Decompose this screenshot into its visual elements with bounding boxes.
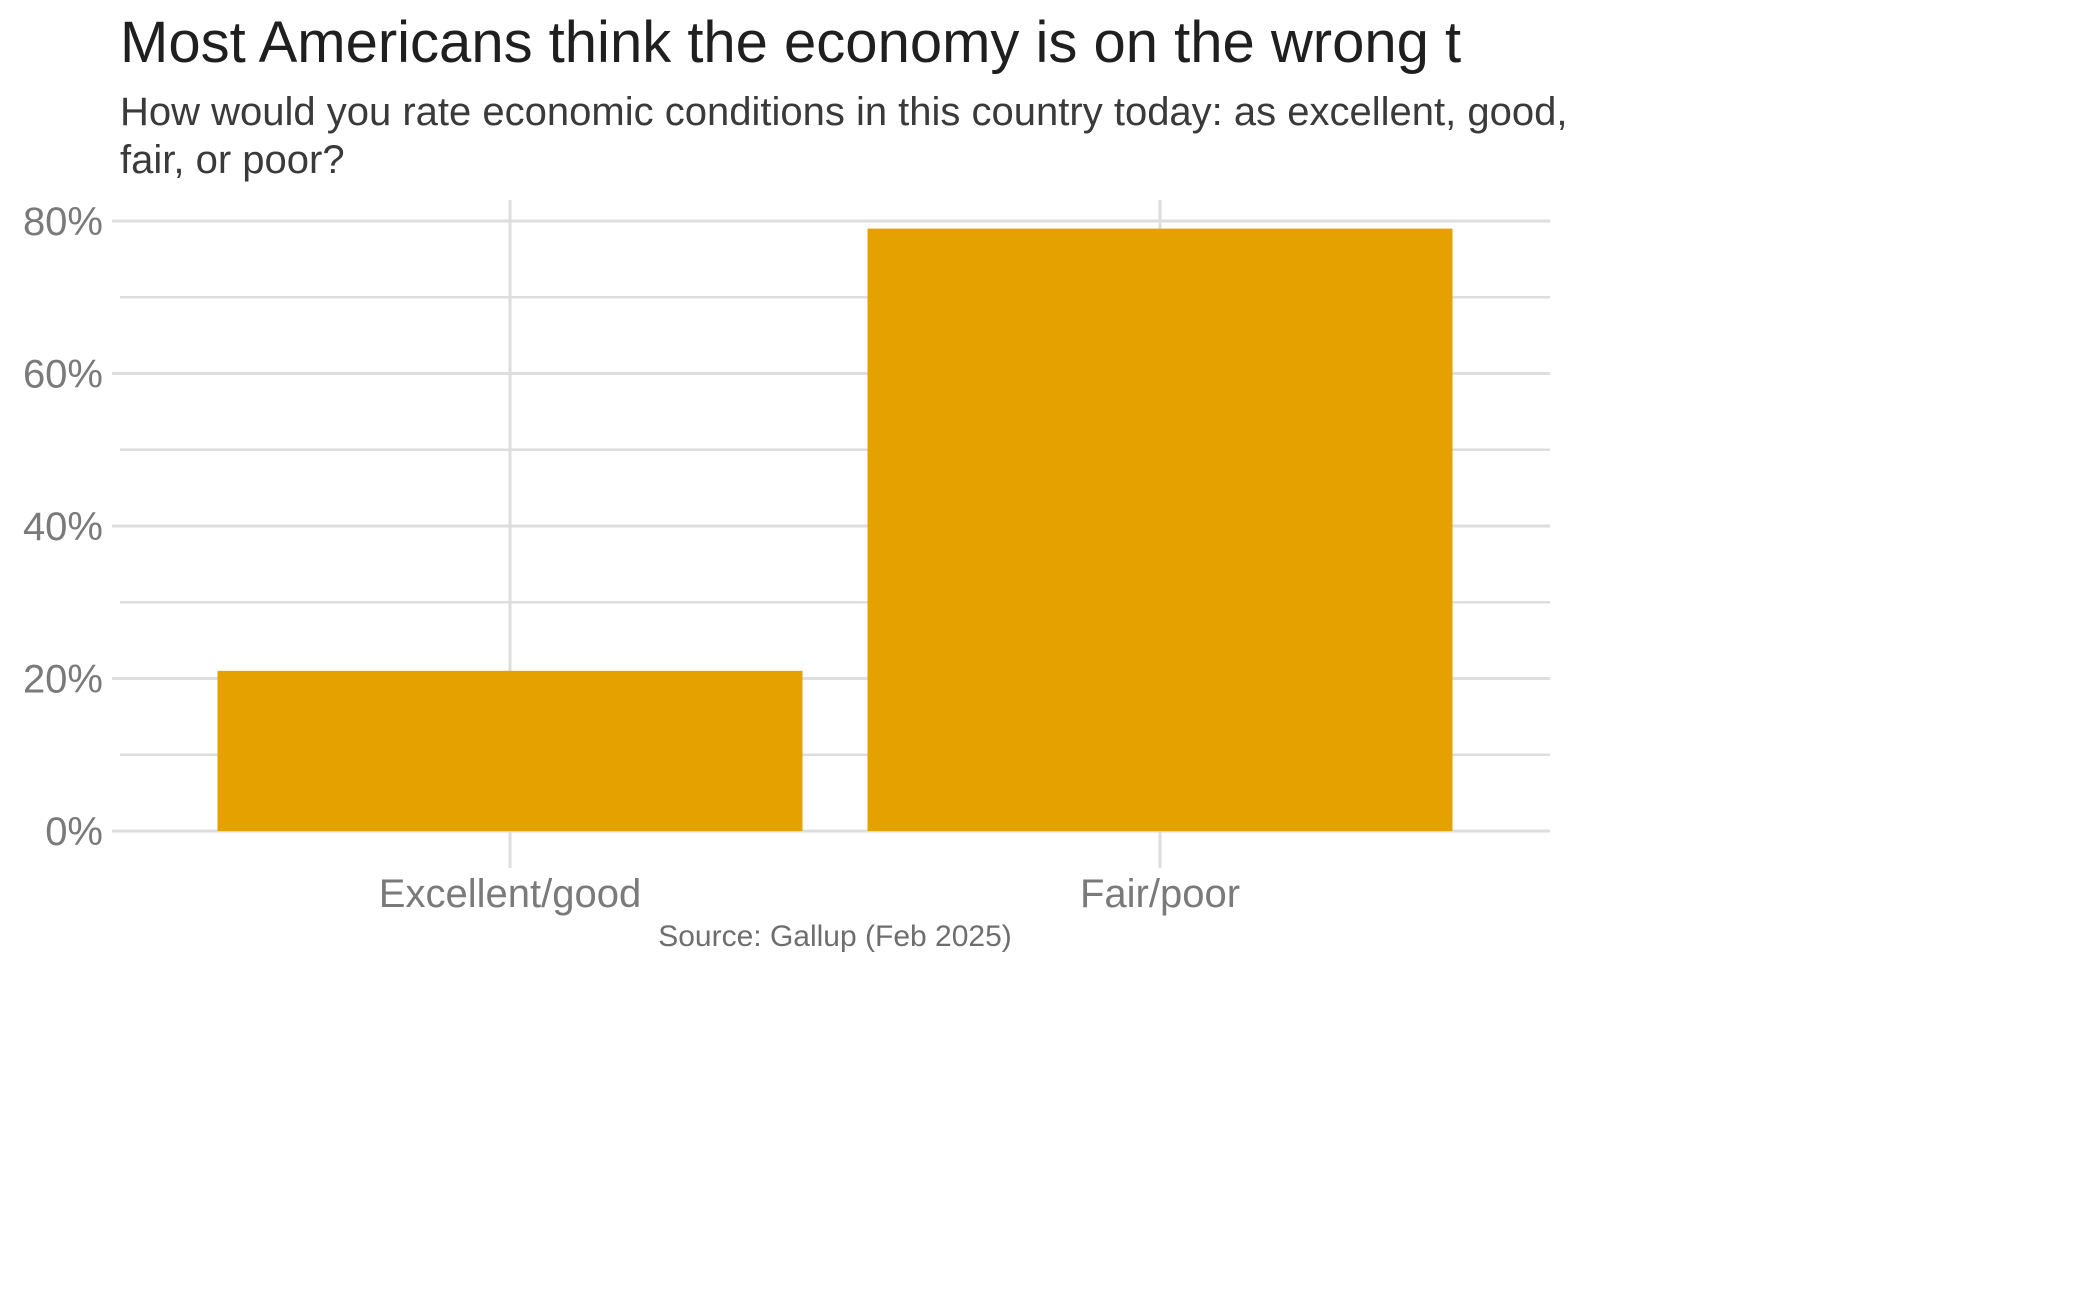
chart-subtitle: How would you rate economic conditions i… [120, 90, 1568, 182]
chart-title: Most Americans think the economy is on t… [120, 10, 1462, 75]
bars [217, 228, 1453, 831]
bar [217, 670, 803, 831]
chart: Most Americans think the economy is on t… [23, 10, 1568, 953]
y-tick-label: 60% [23, 353, 103, 397]
y-tick-label: 40% [23, 505, 103, 549]
x-tick-label: Excellent/good [379, 872, 641, 916]
y-tick-label: 20% [23, 658, 103, 702]
source-caption: Source: Gallup (Feb 2025) [658, 920, 1012, 953]
axis-labels: 0% 20% 40% 60% 80% Excellent/good Fair/poor [23, 200, 1240, 916]
y-tick-label: 80% [23, 200, 103, 244]
plot-area: 0% 20% 40% 60% 80% Excellent/good Fair/poor So… [23, 200, 1550, 953]
y-tick-label: 0% [45, 810, 103, 854]
x-tick-label: Fair/poor [1080, 872, 1240, 916]
bar [867, 228, 1453, 831]
